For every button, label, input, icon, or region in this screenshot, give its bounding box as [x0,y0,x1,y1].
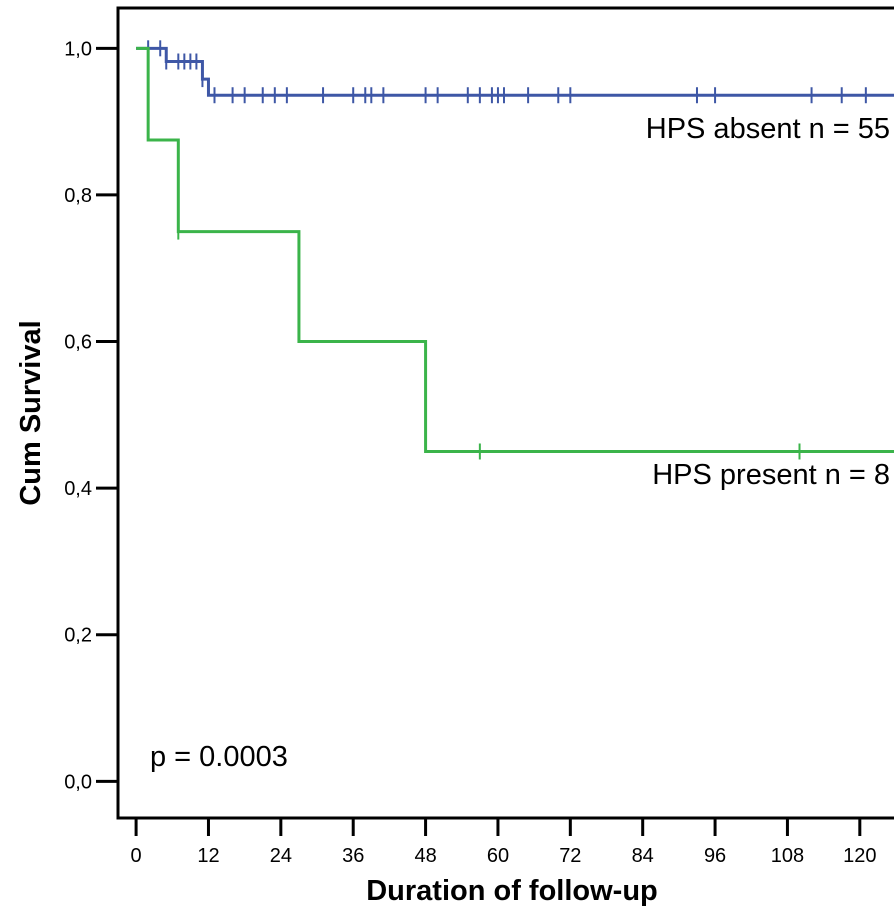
x-tick-label: 12 [197,845,219,867]
x-tick-label: 48 [414,845,436,867]
x-tick-label: 60 [487,845,509,867]
x-tick-label: 84 [632,845,654,867]
x-tick-label: 96 [704,845,726,867]
axis-layer: 0,0 0,2 0,4 0,6 0,8 1,0 0 12 24 36 48 60 72 84 96 108 12… [64,38,876,867]
y-tick-label: 0,0 [64,771,92,793]
y-tick-label: 0,6 [64,332,92,354]
y-tick-label: 0,4 [64,478,92,500]
x-tick-label: 120 [843,845,876,867]
y-tick-label: 1,0 [64,38,92,60]
series-line-0 [136,46,894,97]
plot-layer [136,40,894,460]
x-tick-label: 72 [559,845,581,867]
x-tick-label: 24 [270,845,292,867]
p-value-annotation: p = 0.0003 [150,741,288,773]
y-tick-label: 0,8 [64,185,92,207]
x-tick-label: 108 [771,845,804,867]
series-label-hps-absent: HPS absent n = 55 [646,113,890,145]
series-line-1 [136,46,894,453]
y-tick-label: 0,2 [64,625,92,647]
x-tick-label: 36 [342,845,364,867]
x-axis-title: Duration of follow-up [366,875,658,907]
plot-frame [116,6,894,820]
y-axis-title: Cum Survival [15,320,47,505]
x-tick-label: 0 [131,845,142,867]
series-label-hps-present: HPS present n = 8 [652,459,890,491]
